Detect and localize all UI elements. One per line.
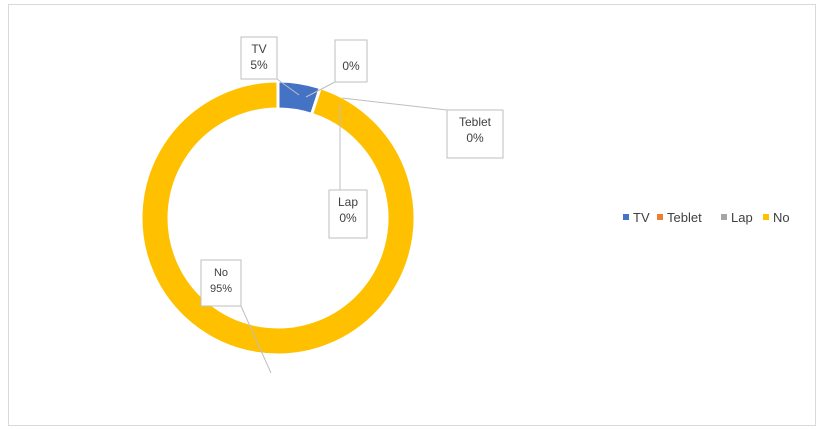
data-label-no: No 95% [200, 259, 272, 374]
label-box [328, 189, 368, 239]
label-value: 5% [250, 58, 268, 72]
data-label-teblet: Teblet 0% [341, 97, 504, 159]
label-category: Teblet [459, 115, 492, 129]
leader-line [276, 78, 300, 96]
label-value: 0% [466, 131, 484, 145]
leader-line [341, 97, 448, 111]
label-value: 0% [342, 59, 360, 73]
doughnut-slices [139, 79, 417, 357]
data-label-lap: Lap 0% [328, 104, 368, 239]
legend-swatch [763, 214, 769, 220]
legend-item-lap: Lap [721, 210, 753, 225]
legend-item-tv: TV [623, 210, 650, 225]
doughnut-chart: TV 5% 0% Teblet 0% Lap 0% No 95% TV Teblet Lap No [139, 36, 790, 374]
data-label-unnamed: 0% [305, 39, 368, 98]
label-box [446, 109, 504, 159]
label-value: 95% [210, 283, 232, 295]
leader-line [240, 305, 272, 374]
legend-item-no: No [763, 210, 790, 225]
label-category: No [214, 267, 228, 279]
legend-item-teblet: Teblet [657, 210, 702, 225]
legend: TV Teblet Lap No [623, 210, 790, 225]
label-value: 0% [339, 211, 357, 225]
data-label-callouts: TV 5% 0% Teblet 0% Lap 0% No 95% [200, 36, 504, 374]
label-box [240, 36, 278, 80]
label-category: TV [251, 42, 266, 56]
legend-label: TV [633, 210, 650, 225]
legend-swatch [623, 214, 629, 220]
legend-label: No [773, 210, 790, 225]
legend-label: Lap [731, 210, 753, 225]
legend-swatch [657, 214, 663, 220]
label-category: Lap [338, 195, 358, 209]
chart-area: TV 5% 0% Teblet 0% Lap 0% No 95% TV Teblet Lap No [8, 4, 816, 426]
slice-no [139, 79, 417, 357]
leader-line [305, 81, 336, 98]
label-box [200, 259, 242, 307]
data-label-tv: TV 5% [240, 36, 300, 96]
legend-label: Teblet [667, 210, 702, 225]
legend-swatch [721, 214, 727, 220]
label-box [334, 39, 368, 83]
